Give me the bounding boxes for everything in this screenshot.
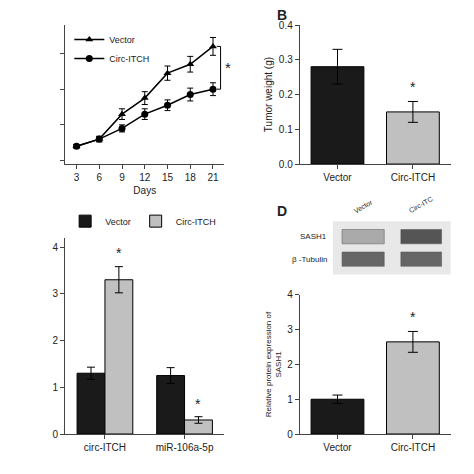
svg-text:*: *	[116, 245, 122, 261]
svg-text:miR-106a-5p: miR-106a-5p	[156, 442, 214, 453]
svg-text:6: 6	[96, 172, 102, 183]
svg-text:D: D	[277, 203, 287, 219]
svg-text:1: 1	[53, 382, 59, 393]
svg-text:Circ-ITC: Circ-ITC	[408, 195, 434, 214]
svg-text:0.4: 0.4	[279, 20, 293, 31]
svg-text:4: 4	[287, 289, 293, 300]
svg-text:18: 18	[185, 172, 197, 183]
svg-text:2: 2	[53, 335, 59, 346]
svg-text:0.3: 0.3	[279, 54, 293, 65]
svg-text:Vector: Vector	[109, 35, 135, 45]
svg-text:0.1: 0.1	[279, 124, 293, 135]
svg-text:*: *	[225, 59, 231, 76]
svg-text:0: 0	[53, 429, 59, 440]
svg-text:Circ-ITCH: Circ-ITCH	[109, 54, 149, 64]
svg-text:Circ-ITCH: Circ-ITCH	[391, 172, 435, 183]
svg-text:3: 3	[287, 324, 293, 335]
svg-text:0: 0	[287, 429, 293, 440]
svg-text:2: 2	[287, 359, 293, 370]
svg-text:0.0: 0.0	[279, 159, 293, 170]
svg-text:Relative protein expression of: Relative protein expression ofSASH1	[264, 311, 283, 417]
svg-text:Circ-ITCH: Circ-ITCH	[391, 442, 435, 453]
svg-text:1: 1	[287, 394, 293, 405]
svg-text:β -Tubulin: β -Tubulin	[292, 255, 327, 264]
svg-text:*: *	[410, 79, 416, 95]
svg-text:Vector: Vector	[323, 172, 352, 183]
svg-text:21: 21	[207, 172, 219, 183]
svg-text:3: 3	[74, 172, 80, 183]
svg-text:B: B	[277, 7, 287, 23]
svg-text:Vector: Vector	[105, 217, 131, 227]
svg-text:9: 9	[119, 172, 125, 183]
svg-text:*: *	[410, 309, 416, 325]
svg-text:circ-ITCH: circ-ITCH	[84, 442, 126, 453]
svg-text:Circ-ITCH: Circ-ITCH	[176, 217, 216, 227]
svg-text:Vector: Vector	[353, 198, 374, 214]
svg-text:3: 3	[53, 288, 59, 299]
svg-text:SASH1: SASH1	[300, 232, 327, 241]
svg-text:0.2: 0.2	[279, 89, 293, 100]
svg-text:15: 15	[162, 172, 174, 183]
svg-text:Tumor weight (g): Tumor weight (g)	[263, 57, 274, 132]
svg-text:Days: Days	[133, 185, 156, 196]
svg-text:4: 4	[53, 242, 59, 253]
svg-text:Vector: Vector	[323, 442, 352, 453]
svg-text:12: 12	[139, 172, 151, 183]
svg-text:*: *	[195, 396, 201, 412]
